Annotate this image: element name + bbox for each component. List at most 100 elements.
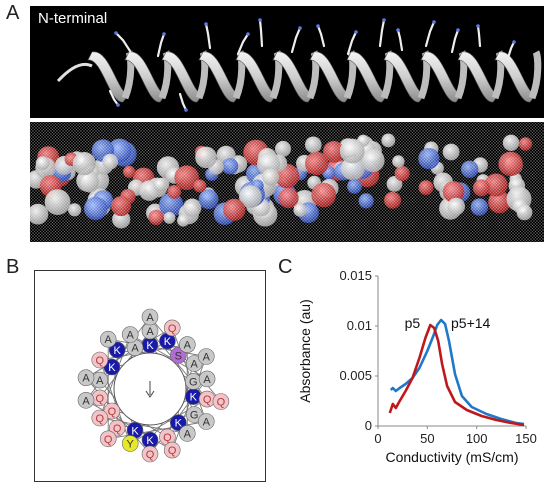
side-chain [424, 20, 436, 48]
side-chain [450, 28, 460, 54]
wheel-residue: Q [212, 393, 230, 410]
side-chain [316, 24, 326, 48]
surface-mesh [30, 122, 544, 242]
side-chain-tip [354, 30, 358, 34]
wheel-residue-label: A [191, 359, 199, 371]
side-chain [346, 30, 358, 56]
side-chain-tip [512, 40, 516, 44]
helix-coil [272, 51, 315, 103]
panel-b-letter: B [6, 256, 20, 278]
y-tick-label: 0.005 [339, 368, 372, 383]
series-label-p5: p5 [405, 315, 421, 331]
wheel-residue-label: Q [96, 355, 105, 367]
wheel-residue: K [108, 341, 126, 359]
side-chain-tip [316, 24, 320, 28]
wheel-residue-label: K [175, 418, 183, 430]
helix-coil [309, 51, 352, 103]
wheel-residue: Q [163, 319, 181, 337]
side-chain [396, 28, 404, 52]
side-chain [108, 89, 120, 107]
wheel-residue-label: G [190, 410, 199, 422]
panel-a-letter: A [6, 2, 20, 24]
helix-coil [457, 51, 500, 103]
x-tick-label: 0 [374, 431, 381, 446]
helix-coil [494, 51, 537, 103]
wheel-residue: A [99, 330, 117, 348]
wheel-residue-label: Q [168, 323, 177, 335]
wheel-residue-label: A [82, 373, 90, 385]
side-chain-tip [114, 31, 118, 35]
helix-coil [383, 51, 426, 103]
wheel-residue-label: K [114, 345, 122, 357]
helix-ribbon-drawing [56, 18, 542, 112]
absorbance-chart: 0 0.005 0.01 0.015 0 50 100 150 p5 p5+14 Conducti… [290, 258, 546, 484]
wheel-residue-label: Q [146, 449, 155, 461]
x-tick-label: 50 [420, 431, 434, 446]
wheel-residue-label: K [131, 425, 139, 437]
wheel-residue: A [198, 413, 215, 430]
chart-svg: 0 0.005 0.01 0.015 0 50 100 150 p5 p5+14 Conducti… [297, 268, 537, 465]
wheel-residue-label: Q [108, 406, 117, 418]
wheel-residue-label: A [203, 417, 211, 429]
wheel-residue-label: A [146, 326, 154, 338]
side-chain [378, 18, 386, 48]
wheel-residue: Q [141, 445, 159, 463]
wheel-arrow-icon [145, 381, 155, 398]
side-chain-tip [396, 28, 400, 32]
helix-coil [161, 51, 204, 103]
helix-coil [235, 51, 278, 103]
wheel-residue-label: Q [168, 445, 177, 457]
side-chain-tip [456, 28, 460, 32]
side-chain [204, 22, 212, 50]
wheel-residue-label: Q [217, 397, 226, 409]
wheel-residue-label: Q [203, 394, 212, 406]
wheel-residue: K [141, 336, 159, 354]
side-chain [156, 32, 166, 58]
x-axis-label: Conductivity (mS/cm) [385, 449, 518, 465]
x-tick-label: 150 [515, 431, 537, 446]
wheel-residue: Q [91, 409, 109, 427]
wheel-residue-label: K [146, 340, 154, 352]
side-chain [506, 40, 516, 60]
series-line-p5 [388, 323, 525, 427]
x-tick-label: 100 [466, 431, 488, 446]
wheel-residue-label: Y [127, 439, 135, 451]
helix-surface-image [26, 122, 544, 242]
side-chain [290, 26, 302, 54]
wheel-residue-label: A [127, 330, 135, 342]
wheel-residue-label: K [146, 435, 154, 447]
side-chain-tip [184, 108, 188, 112]
wheel-residue: Q [198, 390, 216, 408]
helix-ribbon-image: N-terminal [30, 6, 544, 118]
wheel-residue: Q [163, 441, 181, 459]
wheel-residue-label: A [146, 312, 154, 324]
helix-coil [124, 51, 167, 103]
side-chain-tip [162, 32, 166, 36]
wheel-residue-label: Q [113, 423, 122, 435]
n-terminal-label: N-terminal [38, 10, 108, 27]
helix-coil [346, 51, 389, 103]
wheel-residue-label: A [82, 395, 90, 407]
y-tick-label: 0 [365, 418, 372, 433]
wheel-residue-label: S [175, 350, 182, 362]
side-chain-tip [116, 103, 120, 107]
wheel-residue-label: A [203, 352, 211, 364]
wheel-residue-label: A [184, 340, 192, 352]
y-tick-label: 0.015 [339, 268, 372, 283]
wheel-residue: A [198, 370, 216, 388]
wheel-residue-label: A [96, 375, 104, 387]
y-axis-label: Absorbance (au) [297, 299, 313, 403]
wheel-residue: A [179, 336, 196, 353]
wheel-residue: G [185, 373, 202, 390]
wheel-residue: A [179, 425, 196, 442]
wheel-residue-label: A [131, 343, 139, 355]
side-chain [476, 24, 482, 48]
wheel-residue-label: Q [163, 432, 172, 444]
wheel-residue: A [141, 322, 159, 340]
wheel-residue: A [141, 308, 159, 326]
series-line-p5-14 [389, 318, 525, 426]
wheel-residue: K [185, 388, 202, 405]
panel-c-letter: C [278, 256, 293, 278]
